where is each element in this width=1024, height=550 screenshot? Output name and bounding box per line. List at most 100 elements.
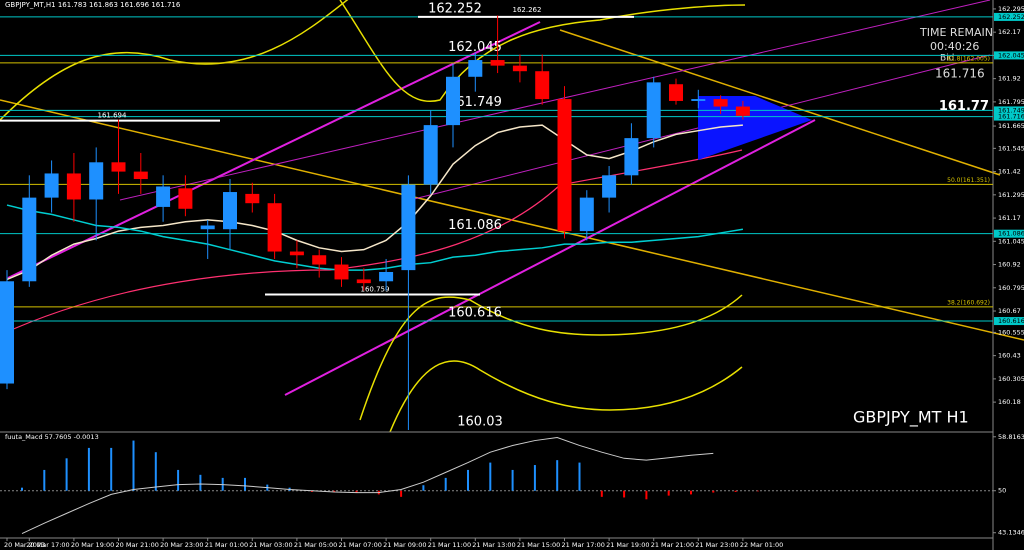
candle-body — [200, 225, 215, 230]
channel-line — [284, 119, 816, 396]
x-tick-label: 21 Mar 21:00 — [651, 541, 694, 549]
x-tick-label: 21 Mar 01:00 — [205, 541, 248, 549]
x-tick-label: 20 Mar 21:00 — [116, 541, 159, 549]
y-tick-label: 161.545 — [998, 144, 1024, 152]
current-price: 161.77 — [939, 99, 989, 114]
level-box — [994, 112, 1024, 121]
annotation-label: 162.252 — [428, 1, 482, 16]
candle-body — [312, 255, 327, 265]
candle-body — [356, 279, 371, 284]
candle-body — [156, 186, 171, 207]
candle-body — [133, 171, 148, 180]
level-box — [994, 12, 1024, 21]
candle-body — [245, 193, 260, 204]
level-box-label: 161.716 — [998, 113, 1024, 121]
candle-body — [691, 99, 706, 101]
candle-body — [468, 60, 483, 77]
candle-body — [66, 173, 81, 200]
y-tick-label: 161.42 — [998, 168, 1021, 176]
x-tick-label: 21 Mar 19:00 — [606, 541, 649, 549]
y-tick-label: 161.795 — [998, 98, 1024, 106]
candle-body — [178, 188, 193, 209]
candle-body — [512, 65, 527, 72]
annotation-label: 160.616 — [448, 306, 502, 321]
macd-y-tick-label: 43.1346 — [998, 529, 1024, 537]
timer-title: TIME REMAIN — [919, 26, 993, 39]
level-box-label: 161.749 — [998, 106, 1024, 114]
price-triangle — [698, 96, 812, 160]
level-box — [994, 229, 1024, 238]
candle-body — [735, 106, 750, 116]
y-tick-label: 160.305 — [998, 375, 1024, 383]
candle-body — [646, 82, 661, 139]
annotation-label: 162.045 — [448, 40, 502, 55]
band-line — [359, 294, 743, 421]
macd-title: fuuta_Macd 57.7605 -0.0013 — [5, 433, 99, 441]
candle-body — [557, 99, 572, 232]
trend-line — [559, 29, 1001, 176]
candle-body — [535, 71, 550, 100]
y-tick-label: 162.295 — [998, 5, 1024, 13]
candle-body — [334, 264, 349, 280]
chart-title: GBPJPY_MT,H1 161.783 161.863 161.696 161… — [5, 1, 181, 9]
fib-label: 50.0(161.351) — [947, 177, 990, 184]
x-tick-label: 20 Mar 17:00 — [26, 541, 69, 549]
level-box — [994, 317, 1024, 326]
x-tick-label: 21 Mar 07:00 — [339, 541, 382, 549]
candle-body — [446, 76, 460, 126]
candle-body — [379, 271, 394, 282]
ma-line — [0, 149, 743, 336]
candle-body — [111, 162, 126, 172]
symbol-label: GBPJPY_MT H1 — [853, 408, 969, 428]
x-tick-label: 20 Mar 19:00 — [71, 541, 114, 549]
y-tick-label: 161.295 — [998, 191, 1024, 199]
level-box-label: 161.086 — [998, 230, 1024, 238]
candle-body — [289, 251, 304, 256]
annotation-label: 160.03 — [457, 415, 503, 430]
x-tick-label: 21 Mar 15:00 — [517, 541, 560, 549]
y-tick-label: 160.555 — [998, 328, 1024, 336]
macd-y-tick-label: 58.8163 — [998, 433, 1024, 441]
timer-time: 00:40:26 — [930, 40, 979, 53]
annotation-label: 161.694 — [98, 112, 127, 120]
candle-body — [490, 60, 505, 66]
band-line — [389, 360, 743, 433]
y-tick-label: 160.92 — [998, 261, 1021, 269]
bid-label: Bid — [940, 54, 954, 64]
annotation-label: 161.086 — [448, 218, 502, 233]
x-tick-label: 21 Mar 13:00 — [472, 541, 515, 549]
x-tick-label: 21 Mar 09:00 — [383, 541, 426, 549]
band-line — [339, 0, 746, 103]
y-tick-label: 160.43 — [998, 352, 1021, 360]
y-tick-label: 161.045 — [998, 237, 1024, 245]
indicator-line — [6, 204, 744, 271]
macd-y-tick-label: 50 — [998, 487, 1006, 495]
fib-label: 38.2(160.692) — [947, 299, 990, 306]
x-tick-label: 22 Mar 01:00 — [740, 541, 783, 549]
y-tick-label: 161.92 — [998, 75, 1021, 83]
level-box — [994, 106, 1024, 115]
candle-body — [267, 203, 282, 252]
candle-body — [602, 175, 617, 198]
bid-value: 161.716 — [935, 67, 985, 81]
y-tick-label: 160.18 — [998, 398, 1021, 406]
x-tick-label: 21 Mar 11:00 — [428, 541, 471, 549]
fib-label: 61.8(162.005) — [947, 55, 990, 62]
candle-body — [669, 84, 683, 101]
x-tick-label: 21 Mar 17:00 — [562, 541, 605, 549]
annotation-label: 161.749 — [448, 95, 502, 110]
macd-line — [21, 436, 714, 535]
candle-body — [401, 184, 416, 271]
x-tick-label: 20 Mar 23:00 — [160, 541, 203, 549]
level-box-label: 162.252 — [998, 13, 1024, 21]
y-tick-label: 160.795 — [998, 284, 1024, 292]
y-tick-label: 160.67 — [998, 307, 1021, 315]
level-box — [994, 51, 1024, 60]
band-line — [0, 0, 349, 121]
candle-body — [713, 99, 728, 107]
candle-body — [423, 125, 438, 185]
channel-line — [119, 0, 991, 201]
x-tick-label: 21 Mar 05:00 — [294, 541, 337, 549]
